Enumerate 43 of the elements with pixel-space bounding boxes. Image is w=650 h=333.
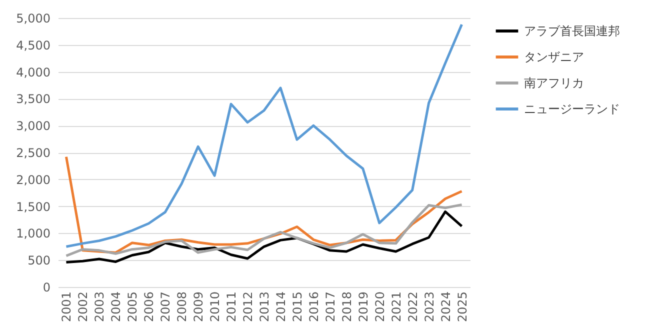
line-series [64, 23, 464, 248]
y-tick-label: 1,000 [16, 226, 50, 241]
x-tick-label: 2007 [158, 292, 173, 322]
x-tick-label: 2024 [438, 292, 453, 322]
legend-label: アラブ首長国連邦 [524, 24, 620, 38]
x-tick-label: 2022 [406, 292, 420, 322]
x-tick-label: 2010 [208, 292, 222, 322]
x-tick-label: 2023 [422, 292, 436, 322]
x-tick-label: 2001 [60, 292, 74, 322]
y-tick-label: 0 [42, 280, 50, 294]
x-tick-label: 2021 [389, 292, 404, 322]
y-tick-label: 3,500 [16, 92, 50, 106]
x-tick-label: 2012 [241, 292, 256, 322]
x-tick-label: 2019 [356, 292, 370, 322]
legend-label: 南アフリカ [524, 76, 584, 90]
x-tick-label: 2017 [323, 292, 338, 322]
line-series [64, 203, 464, 258]
x-tick-label: 2004 [109, 292, 124, 322]
x-tick-label: 2013 [258, 292, 272, 322]
y-tick-label: 500 [28, 254, 50, 268]
y-tick-label: 1,500 [16, 200, 50, 214]
x-tick-label: 2008 [175, 292, 190, 322]
x-tick-label: 2025 [455, 292, 470, 322]
legend-label: ニュージーランド [524, 102, 620, 116]
y-tick-label: 3,000 [16, 119, 50, 134]
legend-label: タンザニア [524, 50, 584, 64]
y-tick-label: 2,500 [16, 146, 50, 160]
x-tick-label: 2014 [274, 292, 288, 322]
x-tick-label: 2005 [126, 292, 140, 322]
y-tick-label: 2,000 [16, 172, 50, 187]
x-tick-label: 2015 [290, 292, 304, 322]
x-tick-label: 2002 [76, 292, 90, 322]
x-tick-label: 2020 [372, 292, 387, 322]
line-series [64, 210, 464, 264]
x-tick-label: 2016 [306, 292, 321, 322]
y-tick-label: 4,000 [16, 65, 50, 80]
x-tick-label: 2011 [224, 292, 239, 322]
x-tick-label: 2006 [142, 292, 156, 322]
x-tick-label: 2018 [340, 292, 354, 322]
x-tick-label: 2009 [192, 292, 206, 322]
x-tick-label: 2003 [92, 292, 107, 322]
y-tick-label: 5,000 [16, 12, 50, 26]
y-tick-label: 4,500 [16, 38, 50, 52]
